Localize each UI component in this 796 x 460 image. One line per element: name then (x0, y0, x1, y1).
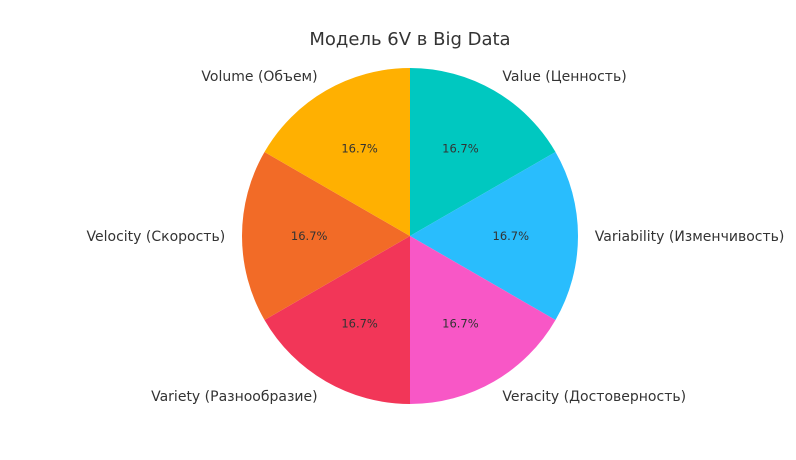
slice-category-label: Velocity (Скорость) (87, 229, 226, 245)
slice-percent-label: 16.7% (341, 142, 378, 156)
slice-percent-label: 16.7% (341, 316, 378, 330)
slice-percent-label: 16.7% (442, 142, 479, 156)
pie-slice (264, 68, 410, 236)
slice-percent-label: 16.7% (442, 316, 479, 330)
slice-category-label: Variety (Разнообразие) (151, 389, 317, 405)
pie-slice (264, 236, 410, 404)
slice-percent-label: 16.7% (291, 229, 328, 243)
pie-percent-labels: 16.7% 16.7% 16.7% 16.7% 16.7% 16.7% (291, 142, 529, 331)
slice-category-label: Value (Ценность) (502, 69, 626, 85)
pie-slice (410, 236, 556, 404)
slice-category-label: Variability (Изменчивость) (595, 229, 785, 245)
slice-category-label: Volume (Объем) (201, 69, 317, 85)
slice-category-label: Veracity (Достоверность) (502, 389, 686, 405)
pie-slice (242, 152, 410, 320)
pie-category-labels: Value (Ценность) Variability (Изменчивост… (87, 69, 785, 405)
chart-title: Модель 6V в Big Data (309, 29, 510, 50)
pie-slice (410, 68, 556, 236)
pie-slices (242, 68, 578, 404)
slice-percent-label: 16.7% (493, 229, 530, 243)
pie-slice (410, 152, 578, 320)
